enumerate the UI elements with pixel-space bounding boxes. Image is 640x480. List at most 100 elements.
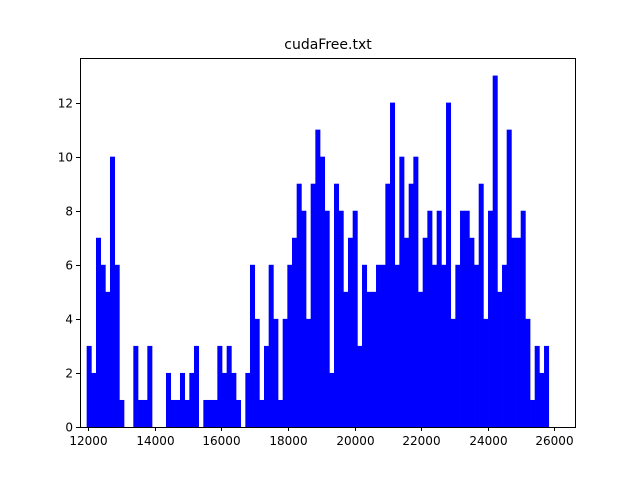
- histogram-bar: [268, 264, 274, 427]
- histogram-bar: [418, 291, 424, 427]
- histogram-bar: [511, 237, 517, 427]
- histogram-bar: [478, 183, 484, 427]
- y-tick-label: 8: [65, 205, 73, 219]
- histogram-bar: [236, 399, 242, 427]
- histogram-bar: [460, 210, 466, 427]
- histogram-bar: [390, 102, 396, 427]
- chart-title: cudaFree.txt: [284, 37, 372, 53]
- histogram-bar: [441, 264, 447, 427]
- histogram-bar: [404, 237, 410, 427]
- histogram-bar: [371, 291, 377, 427]
- histogram-bar: [184, 399, 190, 427]
- histogram-bar: [539, 372, 545, 427]
- histogram-bar: [194, 345, 200, 427]
- histogram-bar: [334, 183, 340, 427]
- histogram-bar: [222, 372, 228, 427]
- histogram-bar: [408, 183, 414, 427]
- histogram-bar: [516, 237, 522, 427]
- histogram-bars: [86, 75, 550, 428]
- histogram-bar: [109, 156, 116, 427]
- histogram-bar: [189, 372, 195, 427]
- histogram-bar: [165, 372, 172, 427]
- histogram-bar: [506, 129, 512, 427]
- histogram-bar: [455, 264, 461, 427]
- histogram-bar: [436, 210, 442, 427]
- histogram-bar: [534, 345, 540, 427]
- histogram-bar: [530, 399, 536, 427]
- histogram-bar: [348, 237, 354, 427]
- x-tick-label: 26000: [535, 434, 573, 448]
- histogram-bar: [432, 264, 438, 427]
- histogram-bar: [264, 345, 270, 427]
- x-axis: 12000 14000 16000 18000 20000 22000 24000 26000: [69, 427, 574, 448]
- histogram-bar: [413, 156, 419, 427]
- histogram-bar: [245, 372, 251, 427]
- histogram-bar: [399, 156, 405, 427]
- histogram-bar: [352, 210, 358, 427]
- histogram-bar: [175, 399, 181, 427]
- histogram-bar: [306, 318, 312, 427]
- histogram-bar: [203, 399, 209, 427]
- histogram-bar: [301, 210, 307, 427]
- histogram-bar: [366, 291, 372, 427]
- histogram-bar: [380, 264, 386, 427]
- histogram-bar: [100, 264, 106, 427]
- histogram-bar: [105, 291, 111, 427]
- histogram-bar: [254, 318, 260, 427]
- histogram-bar: [296, 183, 302, 427]
- histogram-bar: [114, 264, 120, 427]
- histogram-bar: [282, 318, 288, 427]
- histogram-bar: [544, 345, 550, 427]
- histogram-bar: [338, 210, 344, 427]
- plot-frame: [80, 58, 576, 428]
- histogram-bar: [362, 264, 368, 427]
- histogram-bar: [170, 399, 176, 427]
- histogram-bar: [488, 210, 494, 427]
- y-tick-label: 0: [65, 421, 73, 435]
- x-tick-label: 16000: [202, 434, 240, 448]
- histogram-bar: [231, 372, 237, 427]
- histogram-bar: [273, 318, 279, 427]
- histogram-bar: [212, 399, 218, 427]
- histogram-bar: [329, 372, 335, 427]
- histogram-bar: [315, 129, 321, 427]
- histogram-bar: [427, 210, 433, 427]
- histogram-bar: [119, 399, 125, 427]
- histogram-bar: [147, 345, 153, 427]
- x-tick-label: 12000: [69, 434, 107, 448]
- y-tick-label: 2: [65, 367, 73, 381]
- y-tick-label: 10: [58, 151, 73, 165]
- histogram-bar: [474, 264, 480, 427]
- y-tick-label: 6: [65, 259, 73, 273]
- histogram-bar: [259, 399, 265, 427]
- histogram-bar: [376, 264, 382, 427]
- x-tick-label: 14000: [136, 434, 174, 448]
- histogram-bar: [137, 399, 144, 427]
- histogram-bar: [343, 291, 349, 427]
- histogram-bar: [324, 210, 330, 427]
- histogram-bar: [483, 318, 489, 427]
- y-axis: 0 2 4 6 8 10 12: [58, 97, 80, 435]
- histogram-bar: [450, 318, 456, 427]
- histogram-bar: [497, 291, 503, 427]
- histogram-bar: [179, 372, 186, 427]
- histogram-bar: [469, 237, 475, 427]
- histogram-bar: [95, 237, 102, 427]
- histogram-bar: [525, 318, 531, 427]
- histogram-bar: [142, 399, 148, 427]
- histogram-bar: [446, 102, 452, 427]
- y-tick-label: 12: [58, 97, 73, 111]
- histogram-bar: [250, 264, 256, 427]
- histogram-bar: [278, 399, 284, 427]
- histogram-bar: [464, 210, 470, 427]
- x-tick-label: 20000: [336, 434, 374, 448]
- histogram-bar: [292, 237, 298, 427]
- histogram-bar: [385, 183, 391, 427]
- histogram-bar: [357, 345, 363, 427]
- histogram-bar: [287, 264, 293, 427]
- histogram-bar: [133, 345, 139, 427]
- histogram-bar: [422, 237, 428, 427]
- histogram-bar: [320, 156, 326, 427]
- histogram-bar: [394, 264, 400, 427]
